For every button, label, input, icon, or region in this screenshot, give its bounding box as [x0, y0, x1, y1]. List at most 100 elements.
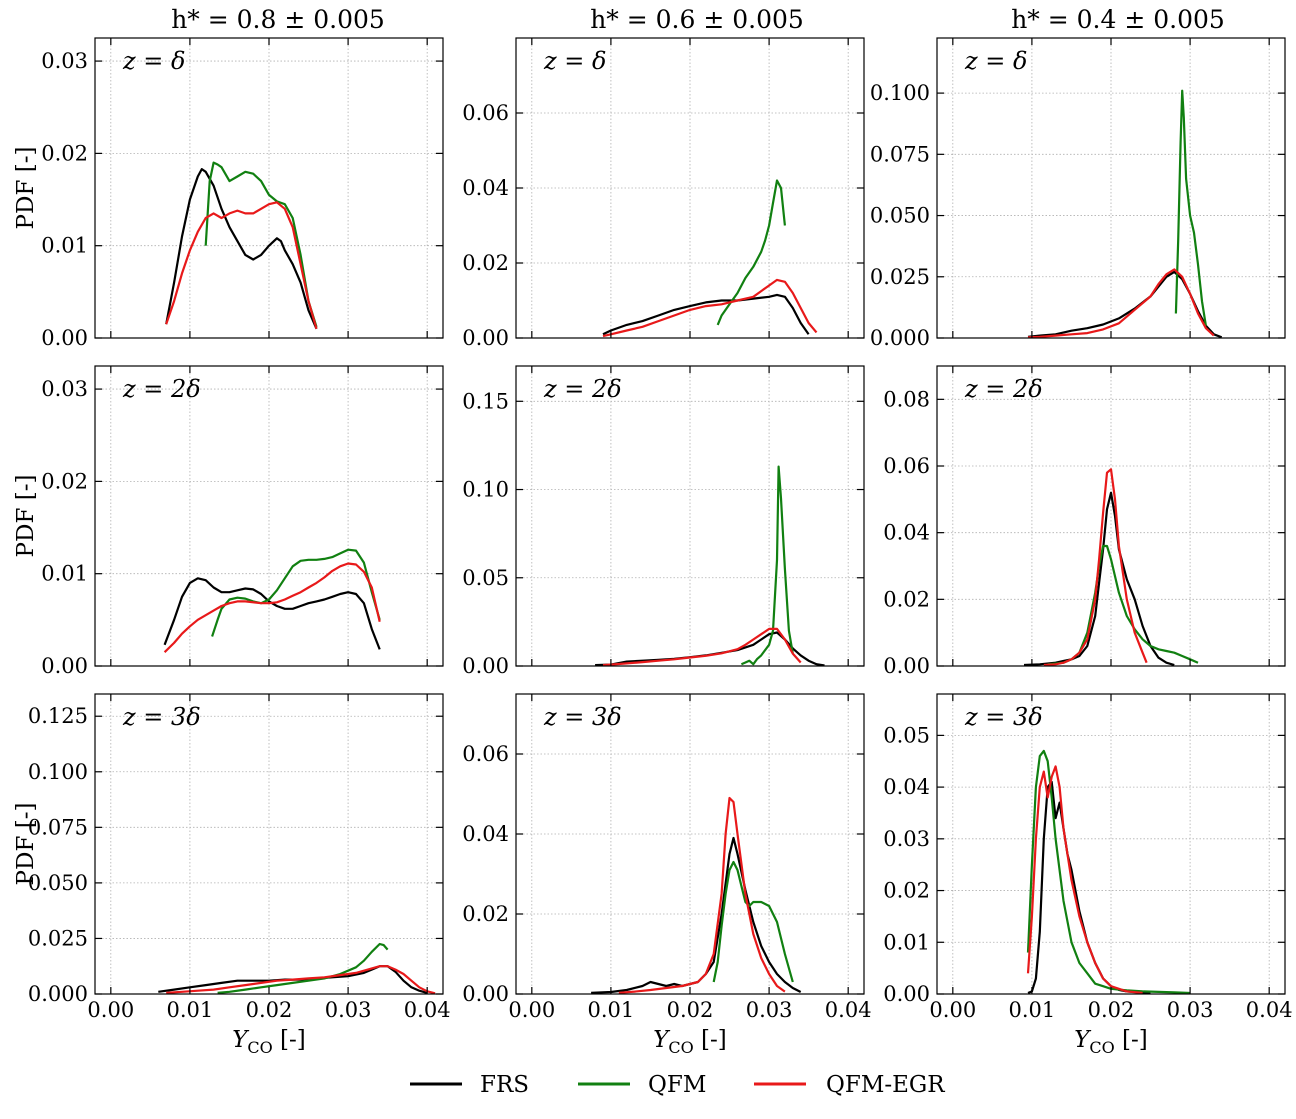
y-tick-label: 0.125 [28, 704, 88, 728]
series-line-qfm [740, 465, 794, 666]
x-axis-label-subscript: CO [247, 1038, 272, 1057]
x-axis-label: YCO [-] [232, 1027, 306, 1057]
panel-r0-c2: 0.000 0.025 0.050 0.075 0.100 z = δ [870, 37, 1286, 350]
series-line-frs [1027, 780, 1151, 994]
panel-annotation: z = δ [964, 47, 1027, 75]
y-tick-label: 0.100 [870, 81, 930, 105]
y-tick-label: 0.00 [883, 982, 930, 1006]
panel-annotation: z = 3δ [543, 703, 622, 731]
y-axis-label: PDF [-] [13, 803, 39, 886]
y-tick-label: 0.03 [41, 49, 88, 73]
panel-annotation: z = 2δ [543, 375, 622, 403]
y-tick-label: 0.000 [870, 326, 930, 350]
y-tick-label: 0.03 [883, 827, 930, 851]
series-line-qfm-egr [166, 965, 436, 994]
x-tick-label: 0.01 [167, 998, 214, 1022]
panel-r2-c0: 0.00 0.01 0.02 0.03 0.04 0.000 0.025 0.050 0.075… [13, 693, 451, 1057]
y-tick-label: 0.075 [870, 142, 930, 166]
series-line-qfm [712, 860, 794, 983]
series-line-qfm [1174, 89, 1207, 326]
x-tick-label: 0.02 [667, 998, 714, 1022]
x-axis-label-symbol: Y [1074, 1027, 1092, 1053]
y-tick-label: 0.04 [883, 521, 930, 545]
y-tick-label: 0.04 [883, 775, 930, 799]
y-tick-label: 0.06 [462, 742, 509, 766]
y-tick-label: 0.05 [462, 566, 509, 590]
panel-r1-c1: 0.00 0.05 0.10 0.15 z = 2δ [462, 365, 865, 678]
series-line-frs [602, 293, 810, 336]
y-tick-label: 0.10 [462, 478, 509, 502]
y-tick-label: 0.01 [883, 930, 930, 954]
x-tick-label: 0.04 [825, 998, 872, 1022]
x-tick-label: 0.01 [588, 998, 635, 1022]
x-tick-label: 0.03 [1167, 998, 1214, 1022]
y-tick-label: 0.02 [883, 587, 930, 611]
y-tick-label: 0.100 [28, 760, 88, 784]
column-titles: h* = 0.8 ± 0.005 h* = 0.6 ± 0.005 h* = 0… [171, 5, 1225, 34]
y-tick-label: 0.01 [41, 562, 88, 586]
y-tick-label: 0.15 [462, 389, 509, 413]
y-tick-label: 0.03 [41, 377, 88, 401]
column-title-2: h* = 0.4 ± 0.005 [1011, 5, 1225, 34]
y-tick-label: 0.06 [462, 101, 509, 125]
x-axis-label: YCO [-] [1074, 1027, 1148, 1057]
x-tick-label: 0.03 [325, 998, 372, 1022]
x-axis-label-symbol: Y [232, 1027, 250, 1053]
y-tick-label: 0.06 [883, 454, 930, 478]
x-tick-label: 0.00 [929, 998, 976, 1022]
panel-r0-c0: 0.00 0.01 0.02 0.03 z = δ PDF [-] [13, 37, 444, 350]
y-tick-label: 0.000 [28, 982, 88, 1006]
series-line-qfm-egr [618, 796, 786, 994]
series-line-qfm [211, 548, 381, 637]
series-line-qfm [716, 179, 786, 326]
y-tick-label: 0.025 [28, 926, 88, 950]
panel-annotation: z = 3δ [122, 703, 201, 731]
series-line-frs [1027, 270, 1223, 338]
y-tick-label: 0.00 [41, 654, 88, 678]
axes-frame [936, 365, 1286, 667]
column-title-0: h* = 0.8 ± 0.005 [171, 5, 385, 34]
panel-r0-c1: 0.00 0.02 0.04 0.06 z = δ [462, 37, 865, 350]
axes-frame [936, 37, 1286, 339]
x-tick-label: 0.04 [1246, 998, 1293, 1022]
series-line-qfm-egr [165, 201, 318, 330]
panel-annotation: z = δ [543, 47, 606, 75]
panel-annotation: z = 3δ [964, 703, 1043, 731]
x-tick-label: 0.00 [508, 998, 555, 1022]
y-tick-label: 0.050 [28, 871, 88, 895]
x-tick-label: 0.02 [1088, 998, 1135, 1022]
y-tick-label: 0.05 [883, 723, 930, 747]
series-line-frs [1023, 491, 1175, 666]
axes-frame [515, 365, 865, 667]
series-line-frs [163, 577, 381, 650]
y-tick-label: 0.02 [462, 251, 509, 275]
x-axis-label-unit: [-] [1115, 1027, 1148, 1053]
x-axis-label-subscript: CO [1089, 1038, 1114, 1057]
axes-frame [515, 693, 865, 995]
y-tick-label: 0.02 [41, 469, 88, 493]
y-tick-label: 0.02 [41, 141, 88, 165]
x-axis-label-symbol: Y [653, 1027, 671, 1053]
x-tick-label: 0.02 [246, 998, 293, 1022]
series-line-qfm-egr [602, 627, 802, 666]
legend-label-qfm-egr: QFM-EGR [826, 1072, 945, 1098]
series-line-frs [165, 168, 318, 330]
y-axis-label: PDF [-] [13, 147, 39, 230]
panel-r2-c1: 0.00 0.01 0.02 0.03 0.04 0.00 0.02 0.04 0.06 z = … [462, 693, 872, 1057]
panel-r1-c2: 0.00 0.02 0.04 0.06 0.08 z = 2δ [883, 365, 1286, 678]
y-tick-label: 0.01 [41, 234, 88, 258]
series-line-qfm [1026, 749, 1191, 994]
series-line-qfm-egr [1043, 468, 1148, 666]
panel-grid: 0.00 0.01 0.02 0.03 z = δ PDF [-] 0.00 0.02 0.04… [13, 37, 1293, 1057]
x-axis-label: YCO [-] [653, 1027, 727, 1057]
panel-r1-c0: 0.00 0.01 0.02 0.03 z = 2δ PDF [-] [13, 365, 444, 678]
x-tick-label: 0.01 [1009, 998, 1056, 1022]
y-tick-label: 0.050 [870, 204, 930, 228]
series-line-qfm-egr [1026, 765, 1143, 994]
axes-frame [515, 37, 865, 339]
y-tick-label: 0.075 [28, 815, 88, 839]
y-tick-label: 0.04 [462, 176, 509, 200]
x-tick-label: 0.03 [746, 998, 793, 1022]
column-title-1: h* = 0.6 ± 0.005 [590, 5, 804, 34]
series-line-qfm [1047, 544, 1199, 666]
